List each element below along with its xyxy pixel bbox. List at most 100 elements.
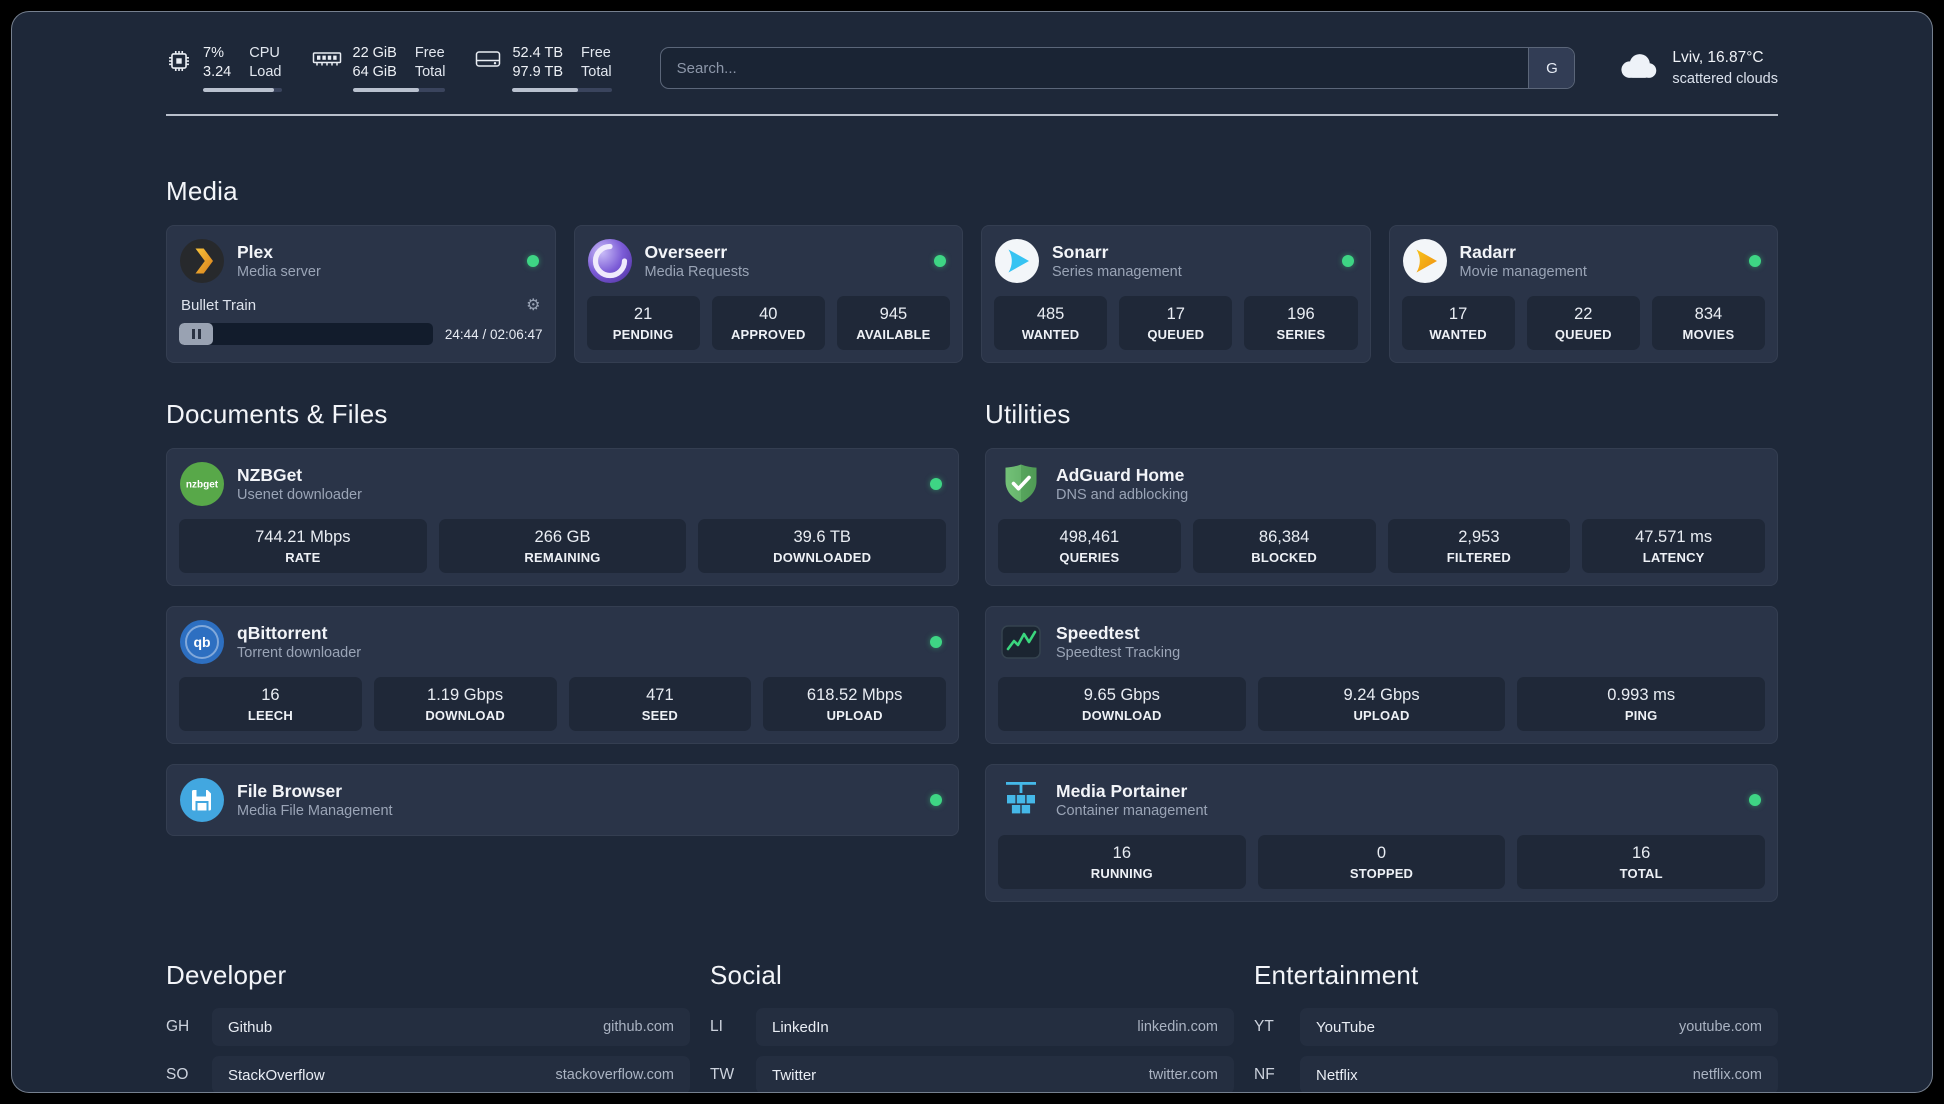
stat-value: 498,461 bbox=[1059, 528, 1120, 547]
search-input[interactable] bbox=[660, 48, 1529, 89]
stat-tile: 16 RUNNING bbox=[998, 835, 1246, 890]
app-name: AdGuard Home bbox=[1056, 464, 1185, 485]
app-name: qBittorrent bbox=[237, 622, 328, 643]
app-name: File Browser bbox=[237, 780, 343, 801]
svg-text:nzbget: nzbget bbox=[186, 480, 219, 491]
status-dot bbox=[526, 255, 539, 268]
sonarr-icon bbox=[994, 238, 1040, 284]
documents-column: Documents & Files nzbget NZBGet U bbox=[166, 399, 959, 902]
bookmark-abbr: YT bbox=[1254, 1018, 1274, 1036]
stat-label: DOWNLOADED bbox=[773, 550, 872, 566]
stat-label: WANTED bbox=[1021, 327, 1080, 343]
stat-value: 2,953 bbox=[1458, 528, 1500, 547]
gear-icon[interactable]: ⚙ bbox=[526, 297, 541, 315]
cpu-values: 7% 3.24 bbox=[203, 44, 231, 82]
disk-free: 52.4 TB bbox=[512, 45, 564, 61]
disk-metric: 52.4 TB 97.9 TB Free Total bbox=[475, 44, 612, 93]
search-engine-button[interactable]: G bbox=[1528, 48, 1575, 89]
stat-label: QUEUED bbox=[1147, 327, 1205, 343]
stat-tile: 17 QUEUED bbox=[1119, 296, 1233, 351]
status-dot bbox=[934, 255, 946, 268]
stat-tile: 16 LEECH bbox=[179, 677, 362, 732]
app-name: Speedtest bbox=[1056, 622, 1140, 643]
app-card-plex[interactable]: Plex Media server Bullet Train ⚙ 24:44 bbox=[166, 225, 556, 364]
app-card-nzbget[interactable]: nzbget NZBGet Usenet downloader 744.21 M… bbox=[166, 448, 959, 587]
cpu-usage-bar bbox=[203, 88, 282, 93]
bookmark-abbr: SO bbox=[166, 1066, 189, 1084]
stat-value: 9.24 Gbps bbox=[1343, 686, 1420, 705]
stat-tile: 17 WANTED bbox=[1401, 296, 1515, 351]
section-title-utilities: Utilities bbox=[985, 399, 1071, 430]
stat-value: 266 GB bbox=[534, 528, 591, 547]
disk-usage-bar bbox=[512, 88, 612, 93]
app-subtitle: Media File Management bbox=[237, 803, 393, 820]
stat-value: 834 bbox=[1694, 305, 1723, 324]
bookmark-link[interactable]: YouTube youtube.com bbox=[1300, 1008, 1778, 1047]
top-bar: 7% 3.24 CPU Load bbox=[166, 44, 1778, 93]
search-bar: G bbox=[659, 47, 1576, 90]
bookmark-link[interactable]: Netflix netflix.com bbox=[1300, 1056, 1778, 1092]
app-card-sonarr[interactable]: Sonarr Series management 485 WANTED 17 Q… bbox=[981, 225, 1371, 364]
app-card-qbittorrent[interactable]: qb qBittorrent Torrent downloader 16 LEE… bbox=[166, 606, 959, 745]
memory-labels: Free Total bbox=[414, 45, 446, 81]
app-card-radarr[interactable]: Radarr Movie management 17 WANTED 22 QUE… bbox=[1388, 225, 1778, 364]
app-card-portainer[interactable]: Media Portainer Container management 16 … bbox=[985, 764, 1778, 903]
stat-label: PENDING bbox=[612, 327, 674, 343]
disk-values: 52.4 TB 97.9 TB bbox=[512, 44, 563, 82]
stat-tile: 40 APPROVED bbox=[711, 296, 825, 351]
section-title-entertainment: Entertainment bbox=[1254, 960, 1419, 991]
filebrowser-icon bbox=[179, 777, 225, 823]
bookmark-abbr: NF bbox=[1254, 1066, 1275, 1084]
app-card-adguard[interactable]: AdGuard Home DNS and adblocking 498,461 … bbox=[985, 448, 1778, 587]
bookmark-link[interactable]: LinkedIn linkedin.com bbox=[756, 1008, 1234, 1047]
stat-label: UPLOAD bbox=[826, 708, 883, 724]
pause-icon[interactable] bbox=[179, 323, 213, 346]
memory-total: 64 GiB bbox=[352, 64, 397, 81]
bookmark-abbr: TW bbox=[710, 1066, 735, 1084]
overseerr-icon bbox=[587, 238, 633, 284]
status-dot bbox=[1749, 794, 1761, 807]
app-subtitle: Torrent downloader bbox=[237, 645, 362, 662]
cloud-icon bbox=[1615, 51, 1659, 86]
stat-label: QUEUED bbox=[1554, 327, 1612, 343]
stat-label: SERIES bbox=[1276, 327, 1326, 343]
stat-tile: 22 QUEUED bbox=[1526, 296, 1640, 351]
stat-value: 16 bbox=[1632, 844, 1651, 863]
stat-label: QUERIES bbox=[1059, 550, 1120, 566]
app-subtitle: Container management bbox=[1056, 803, 1208, 820]
app-card-speedtest[interactable]: Speedtest Speedtest Tracking 9.65 Gbps D… bbox=[985, 606, 1778, 745]
stat-tile: 9.65 Gbps DOWNLOAD bbox=[998, 677, 1246, 732]
stat-value: 39.6 TB bbox=[793, 528, 851, 547]
stat-label: BLOCKED bbox=[1251, 550, 1317, 566]
bookmark-twitter: TW Twitter twitter.com bbox=[710, 1056, 1234, 1092]
playback-progress-bar[interactable] bbox=[179, 323, 433, 346]
bookmark-link[interactable]: Github github.com bbox=[212, 1008, 690, 1047]
stat-value: 21 bbox=[633, 305, 653, 324]
bookmark-group-social: Social LI LinkedIn linkedin.com TW Twitt… bbox=[710, 960, 1234, 1092]
app-card-overseerr[interactable]: Overseerr Media Requests 21 PENDING 40 A… bbox=[573, 225, 963, 364]
nzbget-icon: nzbget bbox=[179, 461, 225, 507]
stat-value: 1.19 Gbps bbox=[427, 686, 504, 705]
stat-tile: 16 TOTAL bbox=[1517, 835, 1766, 890]
stat-tile: 2,953 FILTERED bbox=[1387, 519, 1571, 574]
stat-tile: 498,461 QUERIES bbox=[998, 519, 1181, 574]
stat-value: 945 bbox=[879, 305, 908, 324]
qbittorrent-icon: qb bbox=[179, 619, 225, 665]
weather-condition: scattered clouds bbox=[1672, 70, 1778, 87]
stat-value: 0.993 ms bbox=[1607, 686, 1676, 705]
topbar-divider bbox=[166, 114, 1778, 117]
memory-free: 22 GiB bbox=[352, 45, 397, 61]
radarr-icon bbox=[1402, 238, 1448, 284]
stat-value: 471 bbox=[646, 686, 674, 705]
disk-total: 97.9 TB bbox=[512, 64, 564, 81]
bookmark-link[interactable]: StackOverflow stackoverflow.com bbox=[212, 1056, 690, 1092]
stat-value: 744.21 Mbps bbox=[255, 528, 351, 547]
stat-tile: 86,384 BLOCKED bbox=[1192, 519, 1376, 574]
weather-widget: Lviv, 16.87°C scattered clouds bbox=[1615, 47, 1778, 89]
bookmark-link[interactable]: Twitter twitter.com bbox=[756, 1056, 1234, 1092]
bookmark-group-entertainment: Entertainment YT YouTube youtube.com NF … bbox=[1254, 960, 1778, 1092]
app-card-filebrowser[interactable]: File Browser Media File Management bbox=[166, 764, 959, 837]
app-subtitle: Movie management bbox=[1459, 264, 1587, 281]
stat-value: 40 bbox=[759, 305, 778, 324]
stat-label: TOTAL bbox=[1619, 866, 1663, 882]
